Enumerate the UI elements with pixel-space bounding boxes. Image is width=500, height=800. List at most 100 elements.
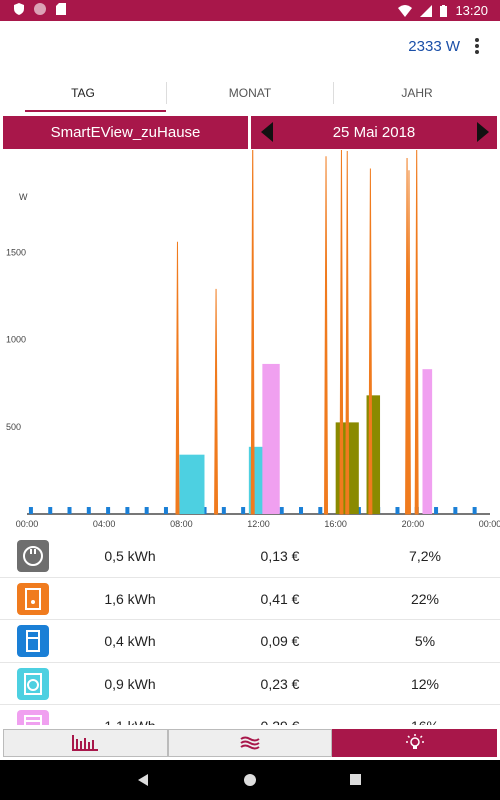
consumer-list: 0,5 kWh 0,13 € 7,2% 1,6 kWh 0,41 € 22% 0,4 kWh… xyxy=(0,535,500,725)
tab-jahr[interactable]: JAHR xyxy=(401,86,433,100)
washer-icon xyxy=(17,667,49,700)
share-value: 5% xyxy=(414,633,436,649)
location-name: SmartEView_zuHause xyxy=(50,124,201,141)
clock: 13:20 xyxy=(455,3,488,18)
share-value: 12% xyxy=(410,675,440,692)
oven-spike xyxy=(345,151,350,515)
nav-chart[interactable] xyxy=(3,729,168,757)
standby-pulse xyxy=(472,507,477,514)
list-item[interactable]: 1,6 kWh 0,41 € 22% xyxy=(0,578,500,620)
standby-pulse xyxy=(125,507,130,514)
oven-spike xyxy=(214,288,219,515)
period-tabs: TAG MONAT JAHR xyxy=(0,78,500,114)
date-selector: 25 Mai 2018 xyxy=(251,116,497,149)
standby-pulse xyxy=(356,507,361,514)
standby-pulse xyxy=(241,507,246,514)
system-nav-bar xyxy=(0,760,500,800)
recents-icon[interactable] xyxy=(350,774,361,785)
list-item[interactable]: 0,4 kWh 0,09 € 5% xyxy=(0,620,500,663)
bar-chart-icon xyxy=(72,735,99,751)
x-tick-label: 00:00 xyxy=(16,519,39,529)
energy-value: 0,9 kWh xyxy=(104,675,156,692)
tab-monat[interactable]: MONAT xyxy=(228,86,272,100)
lightbulb-icon xyxy=(405,734,424,749)
signal-icon xyxy=(420,4,433,17)
next-day-icon[interactable] xyxy=(477,122,489,142)
cost-value: 0,13 € xyxy=(260,548,300,564)
cost-value: 0,23 € xyxy=(260,675,300,692)
share-value: 16% xyxy=(370,718,480,725)
location-selector[interactable]: SmartEView_zuHause xyxy=(3,116,248,149)
x-tick-label: 16:00 xyxy=(324,519,347,529)
current-power: 2333 W xyxy=(408,38,460,55)
standby-pulse xyxy=(163,507,168,514)
shield-icon xyxy=(14,3,24,15)
overflow-menu-icon[interactable] xyxy=(472,36,482,56)
energy-value: 0,4 kWh xyxy=(104,633,156,649)
back-icon[interactable] xyxy=(138,774,150,786)
waves-icon xyxy=(240,736,260,750)
y-axis-label: W xyxy=(19,192,28,202)
x-tick-label: 08:00 xyxy=(170,519,193,529)
standby-pulse xyxy=(48,507,53,514)
tab-divider xyxy=(166,82,167,104)
fridge-icon xyxy=(17,625,49,657)
oven-spike xyxy=(368,168,373,515)
x-tick-label: 12:00 xyxy=(247,519,270,529)
dishwasher-bar xyxy=(262,363,280,514)
oven-spike xyxy=(324,156,329,515)
standby-pulse xyxy=(453,507,458,514)
previous-day-icon[interactable] xyxy=(261,122,273,142)
tab-tag[interactable]: TAG xyxy=(0,78,166,114)
share-value: 7,2% xyxy=(409,548,441,564)
cost-value: 0,41 € xyxy=(260,590,300,607)
energy-value: 1,6 kWh xyxy=(104,590,156,607)
standby-pulse xyxy=(221,507,226,514)
standby-pulse xyxy=(299,507,304,514)
washer-bar xyxy=(179,454,205,514)
standby-pulse xyxy=(395,507,400,514)
battery-icon xyxy=(440,4,448,17)
x-tick-label: 04:00 xyxy=(93,519,116,529)
y-tick-label: 1500 xyxy=(6,247,26,257)
x-tick-label: 20:00 xyxy=(402,519,425,529)
oven-spike xyxy=(406,170,411,515)
consumption-chart[interactable]: W 500 1000 1500 00:00 04:00 08:00 12:00 16:00 20:… xyxy=(0,150,500,535)
record-icon xyxy=(34,3,46,15)
y-tick-label: 500 xyxy=(6,422,21,432)
standby-pulse xyxy=(318,507,323,514)
list-item[interactable]: 0,9 kWh 0,23 € 12% xyxy=(0,663,500,705)
y-tick-label: 1000 xyxy=(6,335,26,345)
oven-spike xyxy=(339,150,344,515)
energy-value: 0,5 kWh xyxy=(104,548,156,564)
dishwasher-bar xyxy=(422,369,433,514)
list-item[interactable]: 0,5 kWh 0,13 € 7,2% xyxy=(0,535,500,578)
bottom-nav xyxy=(3,729,498,757)
standby-pulse xyxy=(28,507,33,514)
energy-value: 1,1 kWh xyxy=(75,718,185,725)
share-value: 22% xyxy=(410,590,440,607)
oven-spike xyxy=(414,150,419,515)
dishwasher-icon xyxy=(17,710,49,725)
plug-icon xyxy=(17,540,49,572)
cost-value: 0,09 € xyxy=(260,633,300,649)
standby-pulse xyxy=(86,507,91,514)
oven-icon xyxy=(17,582,49,615)
standby-pulse xyxy=(202,507,207,514)
standby-pulse xyxy=(144,507,149,514)
standby-pulse xyxy=(279,507,284,514)
app-bar: 2333 W xyxy=(0,21,500,75)
nav-devices[interactable] xyxy=(332,729,498,757)
tab-divider xyxy=(333,82,334,104)
nav-live[interactable] xyxy=(167,729,333,757)
wifi-icon xyxy=(398,4,413,17)
standby-pulse xyxy=(67,507,72,514)
list-item[interactable]: 1,1 kWh 0,29 € 16% xyxy=(0,705,500,725)
standby-pulse xyxy=(434,507,439,514)
home-icon[interactable] xyxy=(244,774,256,786)
oven-spike xyxy=(250,150,255,515)
date-label[interactable]: 25 Mai 2018 xyxy=(332,124,416,141)
sd-card-icon xyxy=(56,3,66,15)
standby-pulse xyxy=(106,507,111,514)
status-bar: 13:20 xyxy=(0,0,500,21)
